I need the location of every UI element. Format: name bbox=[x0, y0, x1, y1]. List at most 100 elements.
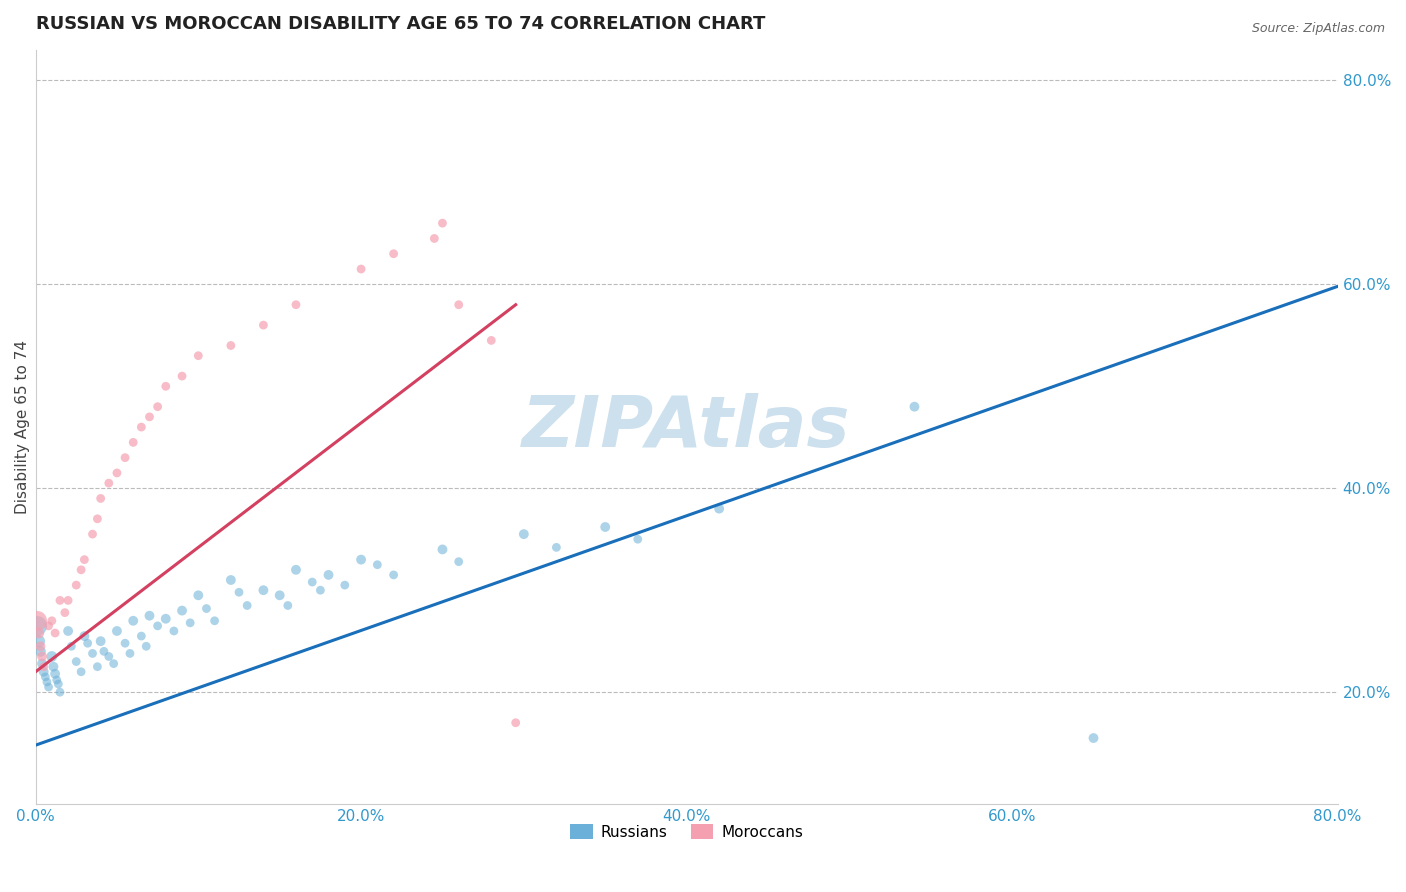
Point bbox=[56, 624, 79, 638]
Point bbox=[146, 619, 169, 633]
Point bbox=[31, 657, 53, 671]
Point bbox=[432, 542, 454, 557]
Point bbox=[93, 644, 115, 658]
Point bbox=[155, 379, 177, 393]
Point bbox=[30, 644, 52, 658]
Point bbox=[49, 685, 72, 699]
Point bbox=[32, 659, 55, 673]
Point bbox=[366, 558, 388, 572]
Point bbox=[350, 552, 373, 566]
Point bbox=[593, 520, 616, 534]
Point bbox=[28, 626, 51, 640]
Point bbox=[56, 593, 79, 607]
Point bbox=[333, 578, 356, 592]
Point bbox=[228, 585, 250, 599]
Point bbox=[219, 573, 242, 587]
Point bbox=[60, 640, 83, 654]
Point bbox=[41, 614, 63, 628]
Point bbox=[513, 527, 536, 541]
Point bbox=[163, 624, 186, 638]
Point bbox=[38, 680, 60, 694]
Point bbox=[138, 409, 160, 424]
Point bbox=[105, 624, 128, 638]
Point bbox=[195, 601, 218, 615]
Point bbox=[505, 715, 527, 730]
Point bbox=[44, 666, 66, 681]
Point bbox=[170, 604, 193, 618]
Point bbox=[70, 665, 93, 679]
Point bbox=[131, 629, 153, 643]
Point bbox=[73, 552, 96, 566]
Point bbox=[479, 334, 502, 348]
Point bbox=[301, 575, 323, 590]
Point bbox=[73, 629, 96, 643]
Point bbox=[41, 649, 63, 664]
Point bbox=[38, 619, 60, 633]
Point bbox=[382, 568, 405, 582]
Point bbox=[31, 649, 53, 664]
Point bbox=[86, 512, 108, 526]
Point bbox=[25, 614, 48, 628]
Point bbox=[30, 640, 52, 654]
Point bbox=[53, 606, 76, 620]
Point bbox=[285, 563, 308, 577]
Y-axis label: Disability Age 65 to 74: Disability Age 65 to 74 bbox=[15, 340, 30, 514]
Point bbox=[34, 670, 56, 684]
Point bbox=[179, 615, 201, 630]
Point bbox=[155, 612, 177, 626]
Point bbox=[76, 636, 98, 650]
Point bbox=[122, 435, 145, 450]
Point bbox=[187, 349, 209, 363]
Point bbox=[32, 665, 55, 679]
Point bbox=[252, 318, 274, 332]
Point bbox=[35, 675, 58, 690]
Point bbox=[432, 216, 454, 230]
Point bbox=[627, 533, 650, 547]
Point bbox=[423, 231, 446, 245]
Point bbox=[82, 647, 104, 661]
Point bbox=[90, 491, 112, 506]
Point bbox=[49, 593, 72, 607]
Point bbox=[45, 673, 67, 687]
Point bbox=[382, 246, 405, 260]
Point bbox=[86, 659, 108, 673]
Point bbox=[309, 583, 332, 598]
Point bbox=[131, 420, 153, 434]
Point bbox=[97, 649, 120, 664]
Point bbox=[318, 568, 340, 582]
Point bbox=[277, 599, 299, 613]
Point bbox=[546, 541, 568, 555]
Point bbox=[28, 634, 51, 648]
Point bbox=[219, 338, 242, 352]
Point bbox=[103, 657, 125, 671]
Point bbox=[269, 588, 291, 602]
Point bbox=[447, 555, 470, 569]
Point bbox=[46, 677, 69, 691]
Point bbox=[82, 527, 104, 541]
Point bbox=[122, 614, 145, 628]
Point bbox=[170, 369, 193, 384]
Point bbox=[1083, 731, 1105, 745]
Point bbox=[65, 578, 87, 592]
Point bbox=[44, 626, 66, 640]
Point bbox=[350, 262, 373, 277]
Point bbox=[42, 659, 65, 673]
Point bbox=[90, 634, 112, 648]
Point bbox=[146, 400, 169, 414]
Point bbox=[236, 599, 259, 613]
Text: Source: ZipAtlas.com: Source: ZipAtlas.com bbox=[1251, 22, 1385, 36]
Point bbox=[97, 476, 120, 491]
Point bbox=[707, 501, 730, 516]
Point bbox=[25, 619, 48, 633]
Point bbox=[903, 400, 925, 414]
Point bbox=[252, 583, 274, 598]
Point bbox=[285, 298, 308, 312]
Point bbox=[447, 298, 470, 312]
Text: ZIPAtlas: ZIPAtlas bbox=[523, 392, 851, 461]
Point bbox=[204, 614, 226, 628]
Point bbox=[138, 608, 160, 623]
Point bbox=[135, 640, 157, 654]
Point bbox=[105, 466, 128, 480]
Point bbox=[114, 636, 136, 650]
Point bbox=[187, 588, 209, 602]
